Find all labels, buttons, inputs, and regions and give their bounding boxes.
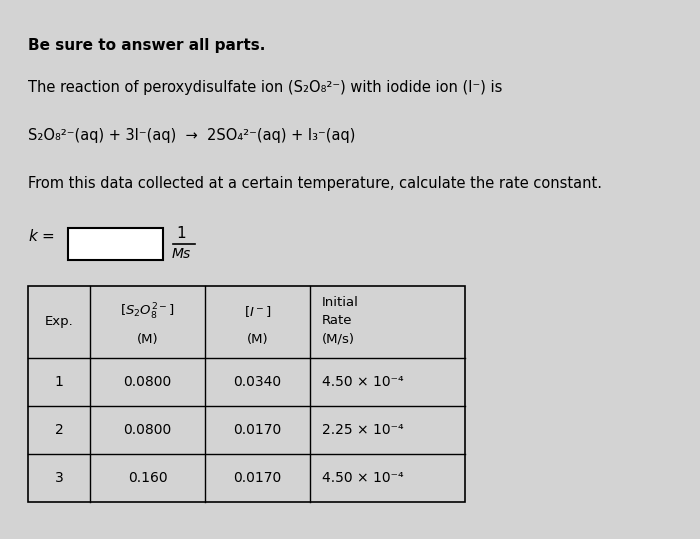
Text: 0.0340: 0.0340	[233, 375, 281, 389]
Text: 3: 3	[55, 471, 64, 485]
Text: Be sure to answer all parts.: Be sure to answer all parts.	[28, 38, 265, 53]
Text: 0.0800: 0.0800	[123, 375, 172, 389]
Text: Rate: Rate	[322, 314, 353, 327]
Text: $k$ =: $k$ =	[28, 228, 55, 244]
Text: From this data collected at a certain temperature, calculate the rate constant.: From this data collected at a certain te…	[28, 176, 602, 191]
Text: 1: 1	[176, 226, 186, 241]
Bar	[28, 286, 465, 502]
Text: Initial: Initial	[322, 296, 359, 309]
Text: 2: 2	[55, 423, 64, 437]
Text: Ms: Ms	[172, 247, 190, 261]
Text: $[I^-]$: $[I^-]$	[244, 305, 272, 320]
Text: 1: 1	[55, 375, 64, 389]
Text: (M): (M)	[246, 334, 268, 347]
Bar	[68, 228, 163, 260]
Text: Exp.: Exp.	[45, 315, 74, 328]
Text: $[S_2O_8^{2-}]$: $[S_2O_8^{2-}]$	[120, 302, 175, 322]
Text: (M): (M)	[136, 334, 158, 347]
Text: The reaction of peroxydisulfate ion (S₂O₈²⁻) with iodide ion (I⁻) is: The reaction of peroxydisulfate ion (S₂O…	[28, 80, 503, 95]
Text: 0.0800: 0.0800	[123, 423, 172, 437]
Text: 4.50 × 10⁻⁴: 4.50 × 10⁻⁴	[322, 471, 404, 485]
Text: (M/s): (M/s)	[322, 332, 355, 345]
Text: 4.50 × 10⁻⁴: 4.50 × 10⁻⁴	[322, 375, 404, 389]
Text: 0.0170: 0.0170	[233, 471, 281, 485]
Text: 0.160: 0.160	[127, 471, 167, 485]
Text: 0.0170: 0.0170	[233, 423, 281, 437]
Text: S₂O₈²⁻(aq) + 3I⁻(aq)  →  2SO₄²⁻(aq) + I₃⁻(aq): S₂O₈²⁻(aq) + 3I⁻(aq) → 2SO₄²⁻(aq) + I₃⁻(…	[28, 128, 356, 143]
Text: 2.25 × 10⁻⁴: 2.25 × 10⁻⁴	[322, 423, 404, 437]
